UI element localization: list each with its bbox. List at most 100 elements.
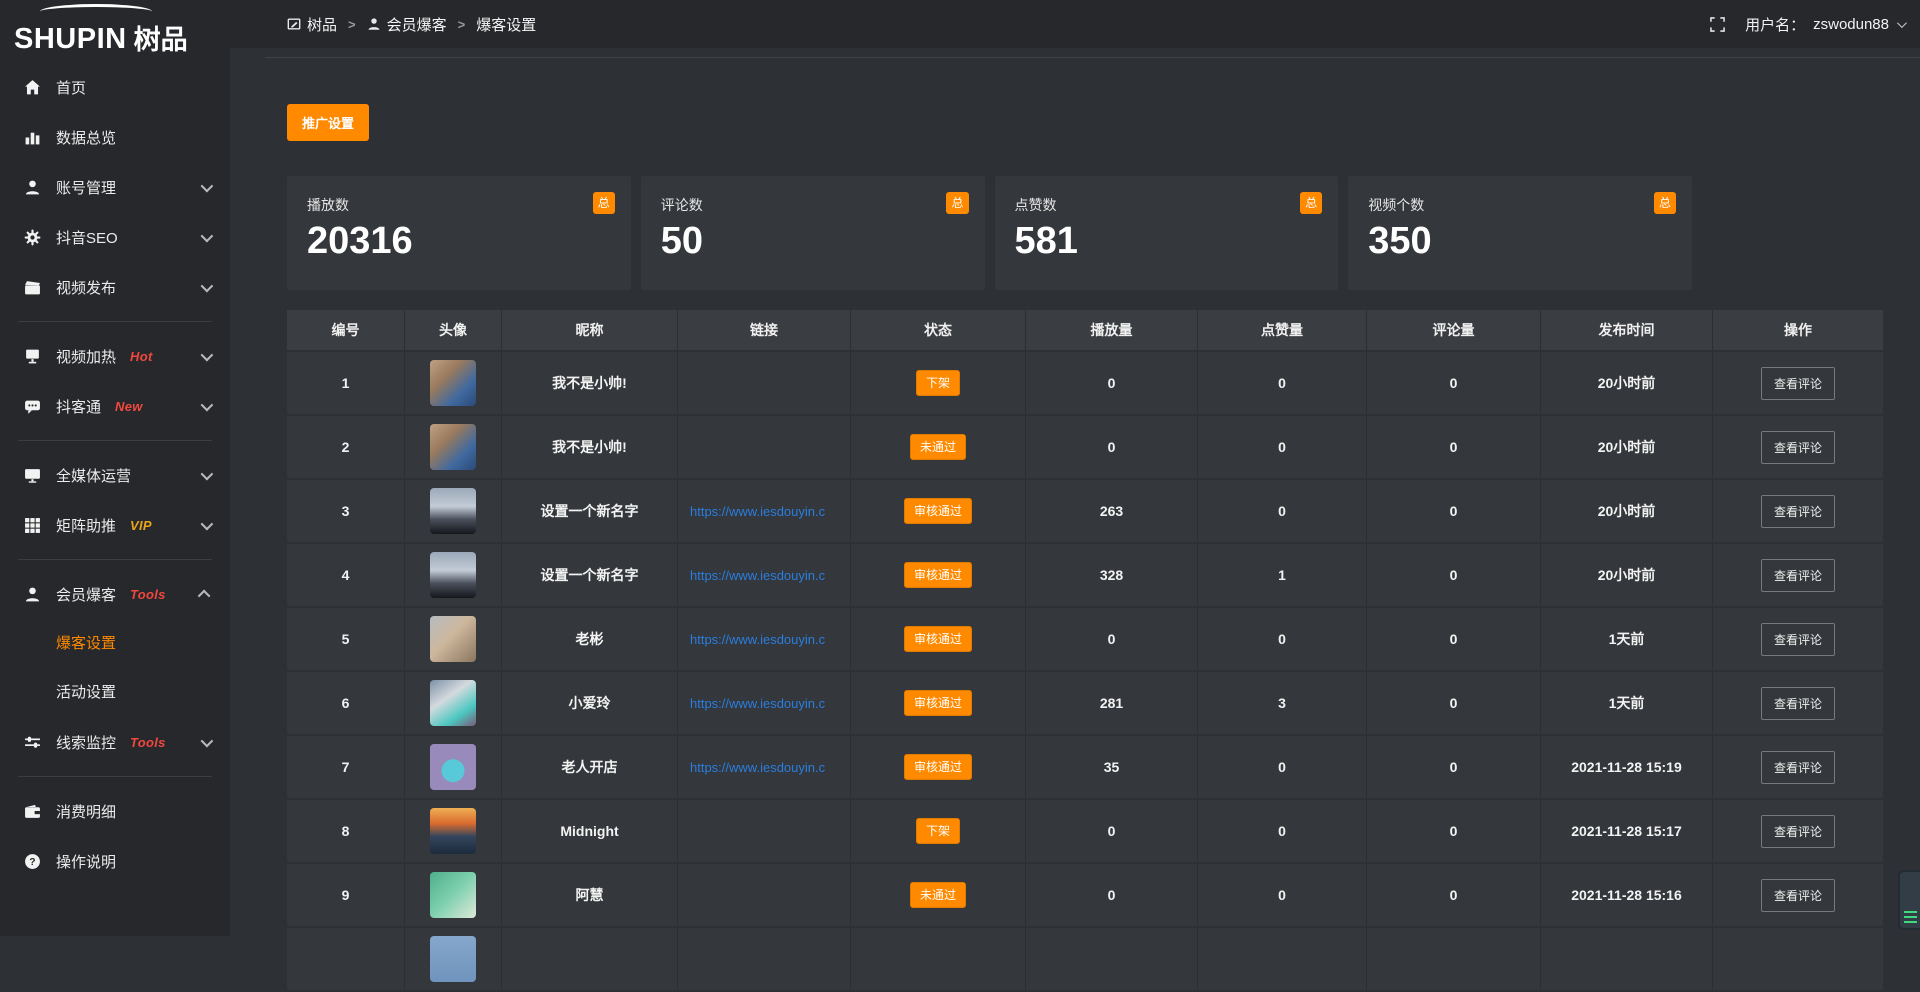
sidebar: SHUPIN 树品 首页 数据总览 账号管理 抖音SEO 视频发布 视频加热 H… (0, 0, 230, 936)
chevron-down-icon (200, 398, 214, 411)
sidebar-item-clue-monitor[interactable]: 线索监控 Tools (0, 717, 230, 767)
video-link[interactable]: https://www.iesdouyin.c (690, 695, 826, 711)
view-comments-button[interactable]: 查看评论 (1760, 430, 1835, 464)
comments-count: 0 (1367, 608, 1541, 670)
sidebar-item-data-overview[interactable]: 数据总览 (0, 112, 230, 162)
breadcrumb-separator: > (457, 16, 466, 32)
status-badge: 下架 (915, 818, 960, 844)
stat-value: 50 (660, 220, 704, 262)
sidebar-subitem-baoke-settings[interactable]: 爆客设置 (56, 635, 117, 652)
publish-time: 2021-11-28 15:16 (1541, 864, 1713, 926)
user-menu[interactable]: 用户名： zswodun88 (1745, 14, 1907, 35)
breadcrumb-item-shupin[interactable]: 树品 (287, 14, 337, 35)
table-body: 1 我不是小帅! 下架 0 0 0 20小时前 查看评论 2 我不是小帅! 未通… (287, 352, 1883, 990)
table-row (287, 928, 1883, 990)
chevron-down-icon (200, 467, 214, 480)
view-comments-button[interactable]: 查看评论 (1760, 622, 1835, 656)
column-header: 链接 (678, 310, 851, 350)
sidebar-item-douyin-seo[interactable]: 抖音SEO (0, 212, 230, 262)
view-comments-button[interactable]: 查看评论 (1760, 686, 1835, 720)
sidebar-item-home[interactable]: 首页 (0, 62, 230, 112)
nickname: 我不是小帅! (502, 352, 678, 414)
breadcrumb-item-member-baoke[interactable]: 会员爆客 (367, 14, 447, 35)
breadcrumb-label: 会员爆客 (386, 16, 447, 34)
likes-count: 1 (1198, 544, 1367, 606)
row-id: 4 (287, 544, 405, 606)
sidebar-item-video-publish[interactable]: 视频发布 (0, 262, 230, 312)
topbar-divider (265, 57, 1920, 58)
avatar (430, 680, 476, 726)
username-label: 用户名： (1745, 16, 1806, 34)
view-comments-button[interactable]: 查看评论 (1760, 878, 1835, 912)
sidebar-item-account-management[interactable]: 账号管理 (0, 162, 230, 212)
column-header: 播放量 (1026, 310, 1198, 350)
plays-count (1026, 928, 1198, 990)
sidebar-item-member-baoke[interactable]: 会员爆客 Tools (0, 569, 230, 619)
likes-count: 0 (1198, 864, 1367, 926)
likes-count (1198, 928, 1367, 990)
stat-value: 350 (1368, 220, 1432, 262)
sidebar-item-label: 抖音SEO (56, 229, 118, 247)
sidebar-item-douketong[interactable]: 抖客通 New (0, 381, 230, 431)
likes-count: 3 (1198, 672, 1367, 734)
stat-label: 评论数 (660, 197, 703, 213)
column-header: 操作 (1713, 310, 1883, 350)
publish-time: 20小时前 (1541, 352, 1713, 414)
nickname (502, 928, 678, 990)
chart-icon (24, 129, 41, 146)
comments-count: 0 (1367, 480, 1541, 542)
total-badge: 总 (1653, 192, 1676, 214)
status-badge: 审核通过 (903, 498, 972, 524)
floating-assistant-widget[interactable] (1898, 870, 1920, 930)
sidebar-item-badge: Hot (130, 348, 153, 364)
view-comments-button[interactable]: 查看评论 (1760, 750, 1835, 784)
publish-time: 1天前 (1541, 672, 1713, 734)
comments-count: 0 (1367, 416, 1541, 478)
video-link[interactable]: https://www.iesdouyin.c (690, 759, 826, 775)
stat-label: 视频个数 (1368, 197, 1425, 213)
chevron-down-icon (200, 734, 214, 747)
view-comments-button[interactable]: 查看评论 (1760, 366, 1835, 400)
comments-count: 0 (1367, 736, 1541, 798)
video-link[interactable]: https://www.iesdouyin.c (690, 503, 826, 519)
sidebar-item-all-media-operation[interactable]: 全媒体运营 (0, 450, 230, 500)
avatar (430, 616, 476, 662)
publish-time (1541, 928, 1713, 990)
sidebar-item-label: 线索监控 (56, 734, 117, 752)
sidebar-item-matrix-boost[interactable]: 矩阵助推 VIP (0, 500, 230, 550)
sidebar-item-consumption-detail[interactable]: 消费明细 (0, 786, 230, 836)
likes-count: 0 (1198, 608, 1367, 670)
sidebar-item-label: 操作说明 (56, 853, 117, 871)
row-id: 5 (287, 608, 405, 670)
sidebar-item-badge: Tools (130, 734, 166, 750)
status-badge: 审核通过 (903, 562, 972, 588)
likes-count: 0 (1198, 736, 1367, 798)
sidebar-item-operation-guide[interactable]: 操作说明 (0, 836, 230, 886)
topbar: 树品 > 会员爆客 > 爆客设置 用户名： zswodun88 (230, 0, 1920, 48)
sidebar-item-video-heat[interactable]: 视频加热 Hot (0, 331, 230, 381)
view-comments-button[interactable]: 查看评论 (1760, 814, 1835, 848)
row-id (287, 928, 405, 990)
sidebar-item-label: 数据总览 (56, 129, 117, 147)
video-link[interactable]: https://www.iesdouyin.c (690, 567, 826, 583)
publish-time: 2021-11-28 15:17 (1541, 800, 1713, 862)
table-row: 7 老人开店 https://www.iesdouyin.c 审核通过 35 0… (287, 736, 1883, 798)
likes-count: 0 (1198, 480, 1367, 542)
total-badge: 总 (1300, 192, 1323, 214)
row-id: 2 (287, 416, 405, 478)
total-badge: 总 (592, 192, 615, 214)
stats-row: 播放数 20316 总 评论数 50 总 点赞数 581 总 视频个数 350 … (287, 176, 1692, 290)
view-comments-button[interactable]: 查看评论 (1760, 494, 1835, 528)
video-link[interactable]: https://www.iesdouyin.c (690, 631, 826, 647)
avatar (430, 936, 476, 982)
sidebar-item-label: 视频加热 (56, 348, 117, 366)
sidebar-subitem-activity-settings[interactable]: 活动设置 (56, 684, 117, 701)
avatar (430, 872, 476, 918)
chevron-down-icon (200, 229, 214, 242)
stat-label: 点赞数 (1014, 197, 1057, 213)
promotion-settings-button[interactable]: 推广设置 (287, 104, 370, 141)
sidebar-item-label: 矩阵助推 (56, 517, 117, 535)
sidebar-divider (18, 776, 212, 777)
view-comments-button[interactable]: 查看评论 (1760, 558, 1835, 592)
fullscreen-icon[interactable] (1710, 17, 1725, 32)
